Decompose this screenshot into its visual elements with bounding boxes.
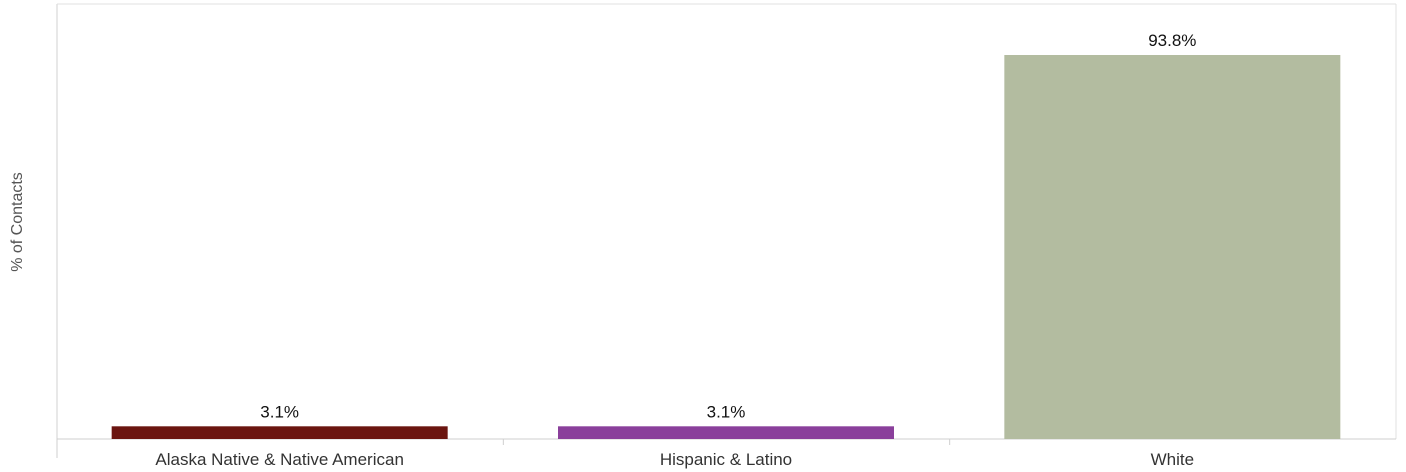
x-tick-label-1: Alaska Native & Native American [155, 450, 404, 469]
bar-2 [558, 426, 894, 439]
x-axis-ticks [56, 439, 951, 458]
data-label-2: 3.1% [707, 402, 746, 421]
data-labels-group: 3.1% 3.1% 93.8% [260, 31, 1196, 421]
data-label-1: 3.1% [260, 402, 299, 421]
x-tick-label-3: White [1151, 450, 1194, 469]
data-label-3: 93.8% [1148, 31, 1196, 50]
x-axis-tick-labels: Alaska Native & Native American Hispanic … [155, 450, 1194, 469]
bars-group [111, 55, 1341, 439]
x-tick-label-2: Hispanic & Latino [660, 450, 792, 469]
y-axis-title: % of Contacts [9, 172, 26, 272]
bar-3 [1004, 55, 1341, 439]
bar-1 [111, 426, 448, 439]
